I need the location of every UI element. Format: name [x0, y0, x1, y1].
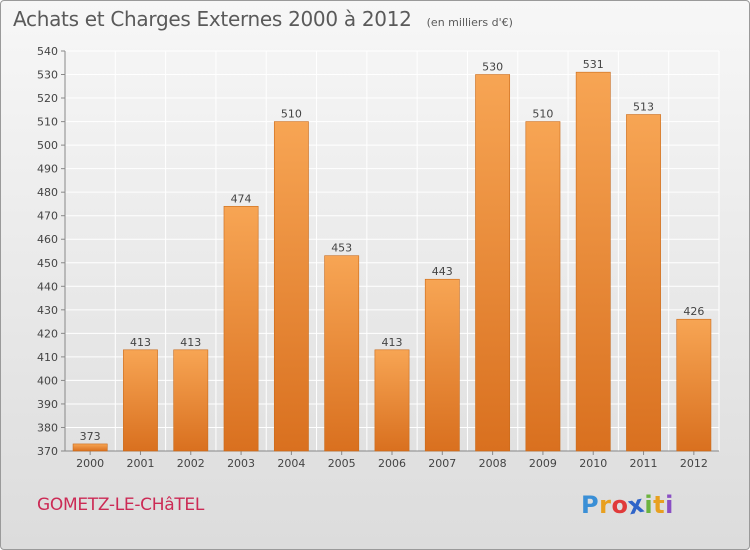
y-tick-label: 490 [37, 163, 58, 176]
x-tick-label: 2000 [76, 457, 104, 470]
y-tick-label: 460 [37, 233, 58, 246]
bar-value-label: 510 [532, 108, 553, 121]
bar [424, 278, 460, 452]
title-block: Achats et Charges Externes 2000 à 2012 (… [13, 7, 513, 31]
bar-value-label: 453 [331, 242, 352, 255]
x-tick-label: 2004 [277, 457, 305, 470]
y-tick-label: 480 [37, 186, 58, 199]
bars-layer [72, 71, 712, 452]
brand-letter: P [581, 491, 600, 519]
bar [223, 205, 259, 452]
bar-value-label: 531 [583, 58, 604, 71]
y-tick-label: 530 [37, 69, 58, 82]
bar-value-label: 474 [231, 192, 252, 205]
bar [676, 318, 712, 452]
x-tick-label: 2012 [680, 457, 708, 470]
x-tick-label: 2007 [428, 457, 456, 470]
bar-value-label: 373 [80, 430, 101, 443]
bar [575, 71, 611, 452]
bar-value-label: 413 [180, 336, 201, 349]
labels-layer: 373 2000 413 2001 413 2002 474 2003 510 2004 453 20… [76, 58, 708, 470]
y-tick-label: 390 [37, 398, 58, 411]
x-tick-label: 2011 [630, 457, 658, 470]
y-tick-label: 370 [37, 445, 58, 458]
bar [72, 443, 108, 452]
x-tick-label: 2002 [177, 457, 205, 470]
brand-letter: i [644, 491, 654, 519]
bar-value-label: 510 [281, 108, 302, 121]
y-tick-label: 380 [37, 421, 58, 434]
brand-letter: t [653, 491, 666, 519]
x-tick-label: 2001 [126, 457, 154, 470]
bar-value-label: 413 [130, 336, 151, 349]
x-tick-label: 2003 [227, 457, 255, 470]
chart-unit: (en milliers d'€) [426, 16, 513, 29]
brand-letter: r [599, 491, 612, 519]
y-tick-label: 500 [37, 139, 58, 152]
x-tick-label: 2009 [529, 457, 557, 470]
brand-letter: o [611, 491, 629, 519]
bar-value-label: 513 [633, 101, 654, 114]
y-tick-label: 410 [37, 351, 58, 364]
bar-value-label: 426 [683, 305, 704, 318]
bar [173, 349, 209, 452]
chart-title: Achats et Charges Externes 2000 à 2012 [13, 7, 412, 31]
bar [475, 74, 511, 452]
bar [626, 114, 661, 452]
x-tick-label: 2006 [378, 457, 406, 470]
bar [324, 255, 360, 452]
bar [123, 349, 158, 452]
bar-value-label: 443 [432, 265, 453, 278]
brand-logo: Proxiti [581, 490, 674, 521]
y-tick-label: 520 [37, 92, 58, 105]
y-tick-label: 450 [37, 257, 58, 270]
y-tick-label: 440 [37, 280, 58, 293]
y-tick-label: 430 [37, 304, 58, 317]
y-tick-label: 470 [37, 210, 58, 223]
bar-value-label: 530 [482, 61, 503, 74]
bar-value-label: 413 [382, 336, 403, 349]
place-name: GOMETZ-LE-CHâTEL [37, 495, 205, 515]
bar [273, 121, 309, 452]
x-tick-label: 2010 [579, 457, 607, 470]
y-tick-label: 400 [37, 374, 58, 387]
bar [374, 349, 410, 452]
y-tick-label: 510 [37, 116, 58, 129]
brand-letter: i [665, 491, 674, 519]
y-tick-label: 540 [37, 45, 58, 58]
x-tick-label: 2005 [328, 457, 356, 470]
y-tick-label: 420 [37, 327, 58, 340]
axis-layer: 370 380 390 400 410 420 430 440 450 460 470 480 490 5… [37, 45, 719, 458]
bar [525, 121, 561, 452]
x-tick-label: 2008 [479, 457, 507, 470]
